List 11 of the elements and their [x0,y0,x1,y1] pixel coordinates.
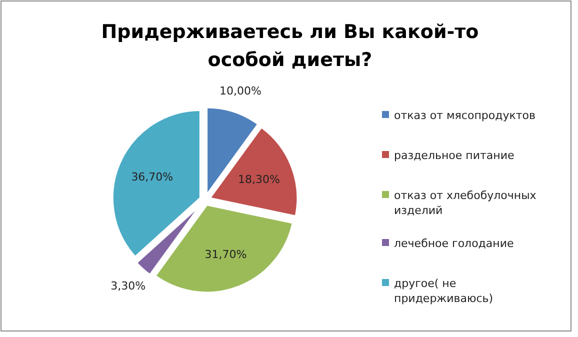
legend-label: отказ от хлебобулочных изделий [394,188,537,217]
data-label: 10,00% [220,84,262,98]
data-label: 31,70% [204,248,247,261]
chart-title: Придерживаетесь ли Вы какой-то особой диеты? [101,21,479,71]
data-label: 3,30% [110,279,146,292]
legend-label: другое( не придерживаюсь) [394,276,494,305]
data-label: 36,70% [131,170,174,184]
legend-label: лечебное голодание [394,236,514,250]
legend-label: отказ от мясопродуктов [394,108,536,122]
data-label: 18,30% [238,173,280,186]
legend-label: раздельное питание [394,148,514,162]
